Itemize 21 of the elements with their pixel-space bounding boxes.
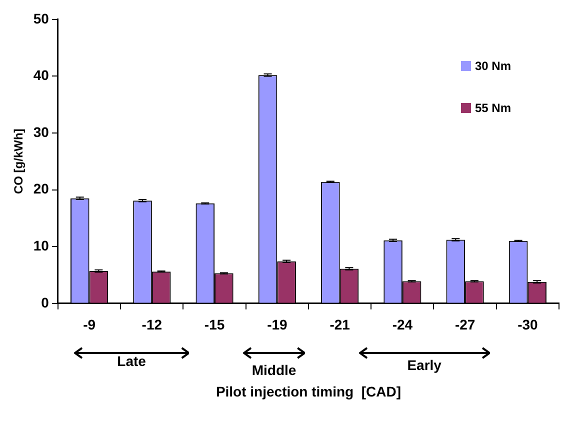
legend-label: 55 Nm bbox=[475, 101, 512, 116]
x-tick-label: -19 bbox=[267, 316, 288, 333]
x-tick-label: -12 bbox=[142, 316, 162, 333]
x-tick-label: -24 bbox=[392, 316, 413, 333]
x-tick-label: -15 bbox=[204, 316, 225, 333]
y-tick-label: 30 bbox=[33, 124, 50, 140]
y-tick-label: 50 bbox=[33, 10, 50, 26]
text: Middle bbox=[252, 362, 296, 378]
x-tick-label: -9 bbox=[83, 316, 96, 333]
legend-label: 30 Nm bbox=[475, 59, 512, 74]
x-tick-label: -30 bbox=[518, 316, 538, 333]
text: Late bbox=[117, 353, 146, 369]
y-tick-label: 0 bbox=[41, 294, 50, 310]
x-tick-label: -21 bbox=[330, 316, 350, 333]
y-tick-label: 40 bbox=[33, 67, 50, 84]
y-axis-title: CO [g/kWh] bbox=[12, 128, 26, 194]
y-tick-label: 20 bbox=[33, 180, 50, 197]
y-tick-label: 10 bbox=[33, 237, 50, 254]
x-tick-label: -27 bbox=[454, 316, 476, 333]
text: Early bbox=[407, 357, 442, 373]
x-axis-title: Pilot injection timing [CAD] bbox=[216, 383, 402, 400]
